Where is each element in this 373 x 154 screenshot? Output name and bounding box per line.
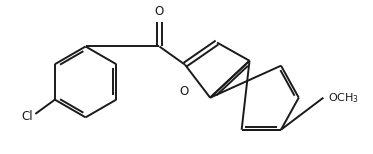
Text: O: O [179, 85, 189, 98]
Text: O: O [155, 5, 164, 18]
Text: Cl: Cl [22, 110, 33, 123]
Text: OCH$_3$: OCH$_3$ [328, 91, 359, 105]
